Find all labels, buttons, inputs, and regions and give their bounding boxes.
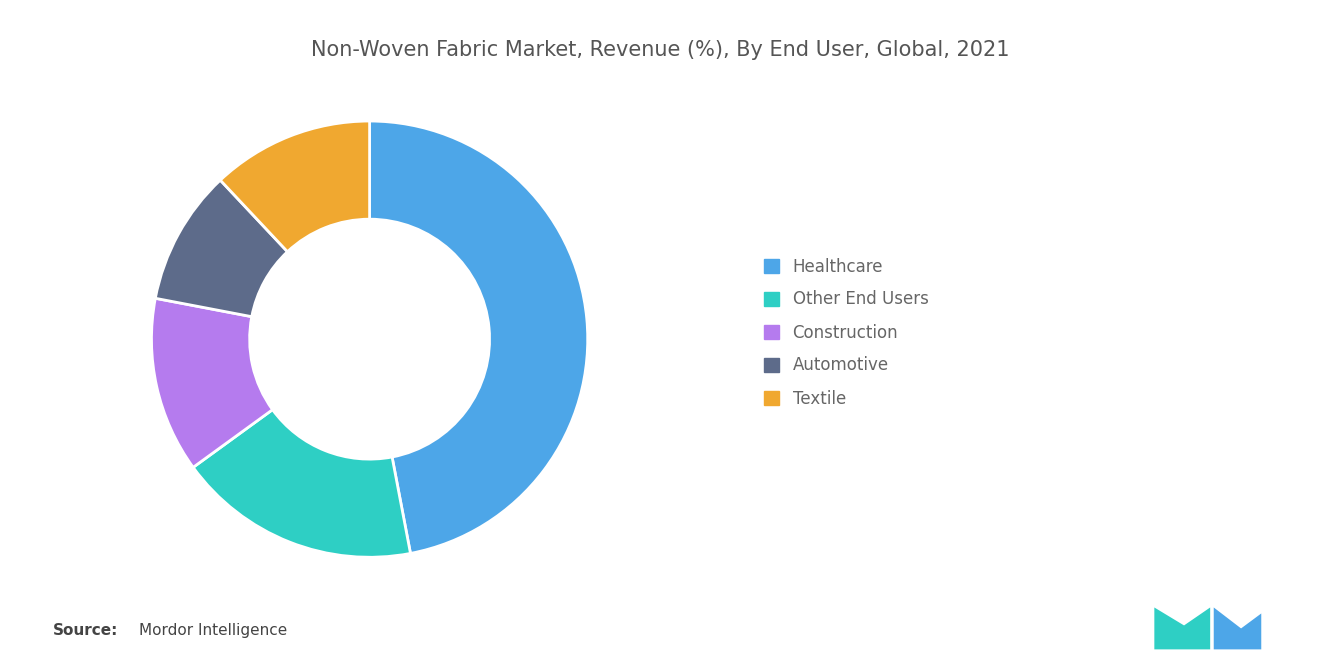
Wedge shape xyxy=(156,180,288,317)
Wedge shape xyxy=(193,410,411,557)
Legend: Healthcare, Other End Users, Construction, Automotive, Textile: Healthcare, Other End Users, Constructio… xyxy=(747,241,945,424)
Text: Source:: Source: xyxy=(53,623,119,638)
Wedge shape xyxy=(152,299,272,467)
Text: Mordor Intelligence: Mordor Intelligence xyxy=(139,623,286,638)
Polygon shape xyxy=(1154,608,1210,649)
Wedge shape xyxy=(370,121,587,553)
Wedge shape xyxy=(220,121,370,251)
Polygon shape xyxy=(1214,608,1262,649)
Text: Non-Woven Fabric Market, Revenue (%), By End User, Global, 2021: Non-Woven Fabric Market, Revenue (%), By… xyxy=(310,40,1010,60)
